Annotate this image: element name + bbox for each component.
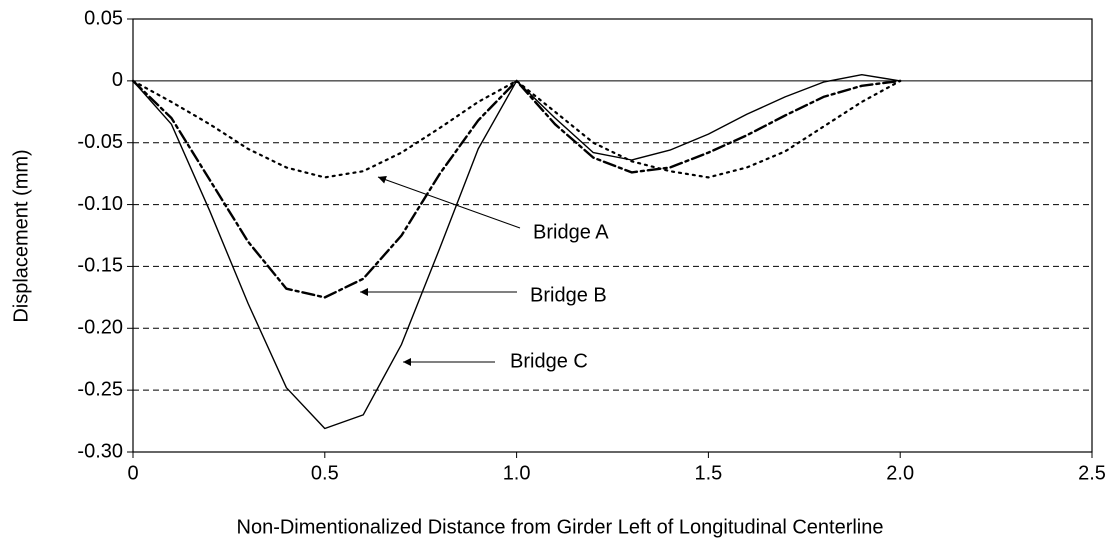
legend-label: Bridge A bbox=[533, 221, 609, 243]
y-tick-label: 0 bbox=[112, 69, 123, 91]
label-arrow bbox=[377, 175, 521, 229]
y-tick-label: -0.05 bbox=[77, 131, 123, 153]
x-tick-label: 0 bbox=[127, 462, 138, 484]
y-tick-label: -0.25 bbox=[77, 378, 123, 400]
legend-label: Bridge C bbox=[510, 350, 588, 372]
x-axis-label: Non-Dimentionalized Distance from Girder… bbox=[237, 516, 884, 538]
plot-frame bbox=[132, 18, 1093, 453]
y-tick-label: -0.20 bbox=[77, 317, 123, 339]
legend-label: Bridge B bbox=[530, 284, 607, 306]
y-tick-label: 0.05 bbox=[84, 7, 123, 29]
x-tick-label: 0.5 bbox=[311, 462, 339, 484]
x-tick-label: 2.0 bbox=[886, 462, 914, 484]
y-tick-label: -0.30 bbox=[77, 440, 123, 462]
x-tick-label: 2.5 bbox=[1078, 462, 1106, 484]
series-line bbox=[131, 79, 902, 299]
series-line bbox=[132, 74, 901, 430]
y-tick-label: -0.10 bbox=[77, 193, 123, 215]
x-tick-label: 1.5 bbox=[694, 462, 722, 484]
series-line bbox=[131, 79, 902, 179]
y-tick-label: -0.15 bbox=[77, 255, 123, 277]
y-axis-label: Displacement (mm) bbox=[10, 149, 32, 322]
x-tick-label: 1.0 bbox=[503, 462, 531, 484]
